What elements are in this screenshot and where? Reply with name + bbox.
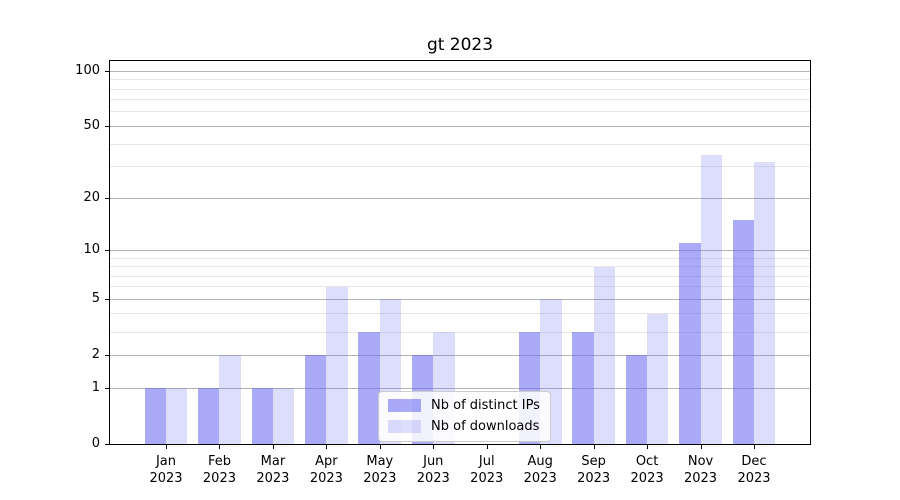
bar-distinct-ips: [679, 243, 701, 444]
minor-gridline: [110, 143, 810, 145]
x-axis-tick-label: Apr 2023: [286, 453, 366, 487]
x-tick-mark: [754, 445, 755, 449]
minor-gridline: [110, 166, 810, 168]
x-tick-mark: [433, 445, 435, 449]
minor-gridline: [110, 266, 810, 267]
y-tick-mark: [105, 388, 109, 389]
x-tick-mark: [540, 445, 542, 449]
bar-downloads: [754, 161, 776, 444]
bar-downloads: [219, 355, 241, 444]
x-axis-tick-year: 2023: [470, 471, 504, 486]
y-tick-mark: [105, 355, 109, 357]
x-axis-tick-label: Nov 2023: [661, 453, 741, 487]
x-axis-tick-label: Oct 2023: [607, 453, 687, 487]
x-axis-tick-label: Dec 2023: [714, 453, 794, 487]
legend-item: Nb of distinct IPs: [388, 398, 540, 413]
legend-item: Nb of downloads: [388, 419, 540, 434]
y-axis-tick-label: 5: [91, 291, 100, 307]
bar-downloads: [593, 266, 616, 444]
major-gridline: [110, 70, 810, 72]
x-axis-tick-label: Aug 2023: [500, 453, 580, 487]
x-tick-mark: [326, 445, 328, 449]
legend-label: Nb of downloads: [431, 419, 540, 434]
y-tick-mark: [105, 250, 109, 252]
minor-gridline: [110, 257, 810, 259]
legend-swatch-distinct-ips: [388, 399, 421, 412]
y-tick-mark: [105, 299, 109, 301]
x-axis-tick-year: 2023: [577, 471, 611, 486]
x-axis-tick-year: 2023: [416, 471, 450, 486]
y-axis-tick-label: 20: [83, 190, 100, 206]
x-axis-tick-label: May 2023: [340, 453, 420, 487]
y-axis-tick-label: 2: [91, 347, 100, 363]
minor-gridline: [110, 79, 810, 81]
major-gridline: [110, 354, 810, 356]
y-axis-tick-label: 100: [75, 63, 100, 79]
y-tick-mark: [105, 126, 109, 128]
major-gridline: [110, 125, 810, 127]
minor-gridline: [110, 88, 810, 90]
x-axis-tick-year: 2023: [256, 471, 290, 486]
major-gridline: [110, 298, 810, 300]
y-tick-mark: [105, 444, 109, 445]
bar-distinct-ips: [304, 355, 327, 444]
x-axis-tick-year: 2023: [309, 471, 343, 486]
x-tick-mark: [166, 445, 167, 449]
bar-distinct-ips: [572, 332, 594, 444]
x-axis-tick-year: 2023: [737, 471, 771, 486]
bar-downloads: [166, 388, 188, 444]
x-tick-mark: [486, 445, 488, 449]
major-gridline: [110, 197, 810, 199]
x-axis-tick-label: Jan 2023: [126, 453, 206, 487]
x-tick-mark: [647, 445, 649, 449]
bar-downloads: [272, 388, 295, 444]
bar-distinct-ips: [251, 388, 273, 444]
minor-gridline: [110, 275, 810, 277]
y-axis-tick-label: 1: [91, 380, 100, 395]
legend-swatch-downloads: [388, 420, 421, 433]
x-tick-mark: [379, 445, 381, 449]
y-axis-tick-label: 0: [91, 436, 100, 451]
chart-title: gt 2023: [426, 35, 494, 55]
bar-distinct-ips: [144, 388, 166, 444]
x-tick-mark: [593, 445, 595, 449]
major-gridline: [110, 387, 810, 389]
minor-gridline: [110, 313, 810, 315]
bar-downloads: [647, 313, 669, 444]
minor-gridline: [110, 286, 810, 288]
x-axis-tick-year: 2023: [630, 471, 664, 486]
plot-area: Nb of distinct IPs Nb of downloads: [109, 60, 811, 445]
major-gridline: [110, 249, 810, 251]
y-axis-tick-label: 10: [83, 242, 100, 258]
y-tick-mark: [105, 71, 109, 73]
minor-gridline: [110, 331, 810, 333]
y-tick-mark: [105, 198, 109, 200]
bar-downloads: [700, 154, 722, 444]
x-axis-tick-year: 2023: [202, 471, 236, 486]
x-axis-tick-label: Feb 2023: [179, 453, 259, 487]
y-axis-tick-label: 50: [83, 118, 100, 134]
x-tick-mark: [700, 445, 702, 449]
x-tick-mark: [219, 445, 221, 449]
bar-distinct-ips: [198, 388, 220, 444]
x-axis-tick-year: 2023: [523, 471, 557, 486]
bar-distinct-ips: [358, 332, 380, 444]
x-tick-mark: [272, 445, 274, 449]
x-axis-tick-label: Jun 2023: [393, 453, 473, 487]
legend: Nb of distinct IPs Nb of downloads: [378, 391, 551, 442]
bar-distinct-ips: [732, 220, 754, 444]
bar-downloads: [326, 286, 348, 444]
x-axis-tick-year: 2023: [149, 471, 183, 486]
x-axis-tick-year: 2023: [363, 471, 397, 486]
minor-gridline: [110, 99, 810, 101]
x-axis-tick-label: Jul 2023: [447, 453, 527, 487]
x-axis-tick-label: Mar 2023: [233, 453, 313, 487]
x-axis-tick-label: Sep 2023: [554, 453, 634, 487]
x-axis-tick-year: 2023: [683, 471, 718, 486]
bar-distinct-ips: [625, 355, 648, 444]
legend-label: Nb of distinct IPs: [431, 398, 540, 413]
minor-gridline: [110, 111, 810, 113]
